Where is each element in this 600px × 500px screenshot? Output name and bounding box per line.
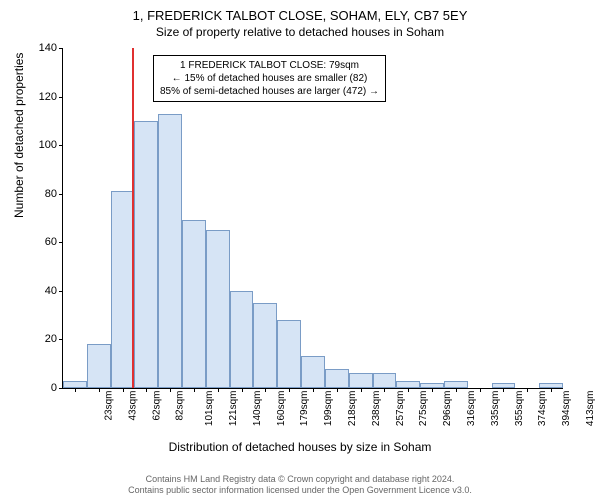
x-tick-label: 335sqm (490, 391, 501, 427)
x-tick-mark (194, 388, 195, 392)
x-tick-label: 179sqm (299, 391, 310, 427)
x-tick-label: 101sqm (204, 391, 215, 427)
x-tick-mark (99, 388, 100, 392)
x-tick-mark (503, 388, 504, 392)
y-tick-mark (59, 242, 63, 243)
x-tick-mark (384, 388, 385, 392)
x-tick-mark (218, 388, 219, 392)
y-tick-mark (59, 48, 63, 49)
histogram-bar (87, 344, 111, 388)
histogram-bar (325, 369, 349, 388)
footer: Contains HM Land Registry data © Crown c… (0, 474, 600, 496)
x-axis-label: Distribution of detached houses by size … (0, 440, 600, 454)
histogram-bar (396, 381, 420, 388)
x-tick-mark (170, 388, 171, 392)
x-tick-label: 218sqm (347, 391, 358, 427)
info-line-1: 1 FREDERICK TALBOT CLOSE: 79sqm (160, 59, 379, 72)
histogram-bar (158, 114, 182, 388)
marker-line (132, 48, 134, 388)
y-tick-label: 20 (23, 333, 57, 345)
x-tick-label: 394sqm (561, 391, 572, 427)
x-tick-label: 296sqm (442, 391, 453, 427)
histogram-bar (111, 191, 135, 388)
histogram-bar (134, 121, 158, 388)
histogram-bar (301, 356, 325, 388)
y-tick-label: 80 (23, 188, 57, 200)
y-tick-label: 40 (23, 285, 57, 297)
x-tick-label: 62sqm (151, 391, 162, 421)
address-title: 1, FREDERICK TALBOT CLOSE, SOHAM, ELY, C… (0, 0, 600, 23)
histogram-bar (63, 381, 87, 388)
chart-container: 1, FREDERICK TALBOT CLOSE, SOHAM, ELY, C… (0, 0, 600, 500)
x-tick-mark (289, 388, 290, 392)
histogram-bar (230, 291, 254, 388)
subtitle: Size of property relative to detached ho… (0, 23, 600, 39)
x-tick-label: 43sqm (127, 391, 138, 421)
footer-line-1: Contains HM Land Registry data © Crown c… (0, 474, 600, 485)
x-tick-label: 82sqm (175, 391, 186, 421)
x-tick-label: 23sqm (103, 391, 114, 421)
y-tick-label: 0 (23, 382, 57, 394)
x-tick-mark (313, 388, 314, 392)
histogram-bar (253, 303, 277, 388)
x-tick-label: 316sqm (466, 391, 477, 427)
y-tick-label: 140 (23, 42, 57, 54)
x-tick-label: 374sqm (538, 391, 549, 427)
y-tick-mark (59, 291, 63, 292)
x-tick-mark (361, 388, 362, 392)
y-tick-mark (59, 194, 63, 195)
histogram-bar (277, 320, 301, 388)
x-tick-label: 413sqm (585, 391, 596, 427)
histogram-bar (349, 373, 373, 388)
x-tick-mark (75, 388, 76, 392)
x-tick-mark (456, 388, 457, 392)
y-tick-mark (59, 145, 63, 146)
x-tick-label: 121sqm (228, 391, 239, 427)
histogram-bar (182, 220, 206, 388)
y-tick-mark (59, 339, 63, 340)
x-tick-label: 140sqm (252, 391, 263, 427)
x-tick-label: 257sqm (395, 391, 406, 427)
histogram-bar (444, 381, 468, 388)
histogram-bar (206, 230, 230, 388)
x-tick-label: 160sqm (276, 391, 287, 427)
x-tick-mark (432, 388, 433, 392)
y-tick-mark (59, 388, 63, 389)
histogram-bar (373, 373, 397, 388)
y-tick-label: 100 (23, 139, 57, 151)
chart-area: 1 FREDERICK TALBOT CLOSE: 79sqm ← 15% of… (62, 48, 562, 388)
x-tick-mark (123, 388, 124, 392)
plot-region: 1 FREDERICK TALBOT CLOSE: 79sqm ← 15% of… (62, 48, 563, 389)
x-tick-mark (146, 388, 147, 392)
x-tick-mark (551, 388, 552, 392)
info-line-3: 85% of semi-detached houses are larger (… (160, 85, 379, 98)
x-tick-mark (265, 388, 266, 392)
y-tick-label: 60 (23, 236, 57, 248)
info-line-2: ← 15% of detached houses are smaller (82… (160, 72, 379, 85)
x-tick-mark (527, 388, 528, 392)
x-tick-label: 238sqm (371, 391, 382, 427)
x-tick-label: 275sqm (419, 391, 430, 427)
x-tick-label: 199sqm (323, 391, 334, 427)
y-tick-mark (59, 97, 63, 98)
x-tick-mark (242, 388, 243, 392)
x-tick-mark (408, 388, 409, 392)
footer-line-2: Contains public sector information licen… (0, 485, 600, 496)
x-tick-label: 355sqm (514, 391, 525, 427)
y-tick-label: 120 (23, 91, 57, 103)
info-box: 1 FREDERICK TALBOT CLOSE: 79sqm ← 15% of… (153, 55, 386, 102)
x-tick-mark (480, 388, 481, 392)
x-tick-mark (337, 388, 338, 392)
